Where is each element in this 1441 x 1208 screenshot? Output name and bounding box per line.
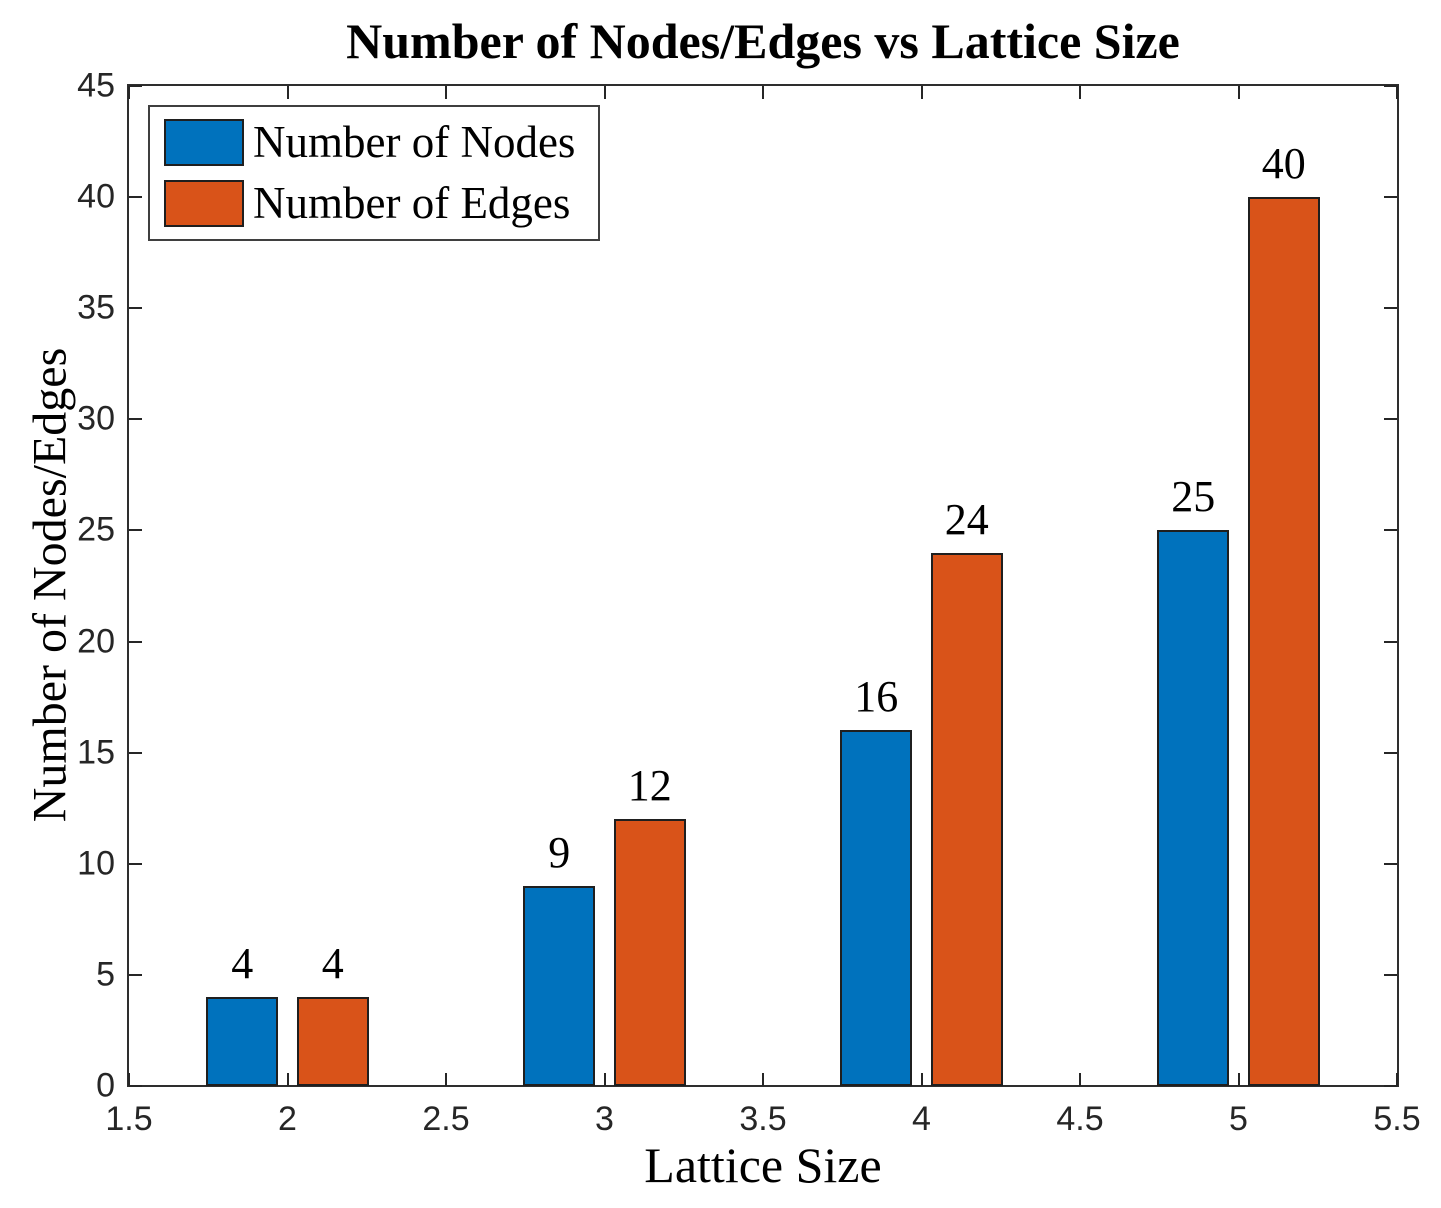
x-tick-label: 2 — [278, 1100, 297, 1138]
x-tick-mark — [603, 1073, 606, 1086]
x-tick-label: 4.5 — [1056, 1100, 1104, 1138]
x-tick-mark — [920, 1073, 923, 1086]
legend-swatch-edges — [164, 180, 244, 227]
bar-nodes-3 — [522, 886, 596, 1086]
chart-title: Number of Nodes/Edges vs Lattice Size — [346, 13, 1180, 69]
x-tick-mark-top — [762, 86, 764, 99]
legend-item-nodes: Number of Nodes — [164, 119, 584, 166]
bar-edges-4 — [930, 552, 1004, 1086]
x-tick-label: 3.5 — [739, 1100, 787, 1138]
x-tick-mark — [286, 1073, 289, 1086]
x-tick-mark-top — [445, 86, 447, 99]
x-tick-mark — [1237, 1073, 1240, 1086]
y-tick-mark-right — [1384, 418, 1397, 421]
x-tick-mark — [1079, 1073, 1081, 1086]
y-tick-label: 40 — [77, 177, 115, 216]
bar-value-label: 12 — [627, 761, 672, 811]
y-axis-label: Number of Nodes/Edges — [23, 347, 77, 823]
x-tick-label: 3 — [595, 1100, 614, 1138]
x-tick-label: 5.5 — [1373, 1100, 1421, 1138]
y-tick-mark — [129, 1085, 142, 1087]
y-tick-mark — [129, 85, 142, 87]
y-tick-mark-right — [1384, 307, 1397, 310]
x-tick-mark-top — [603, 86, 606, 99]
y-tick-mark — [129, 973, 142, 976]
x-tick-mark — [762, 1073, 764, 1086]
y-tick-label: 15 — [77, 733, 115, 772]
bar-value-label: 4 — [231, 938, 254, 988]
legend: Number of Nodes Number of Edges — [148, 105, 600, 241]
x-tick-mark-top — [1079, 86, 1081, 99]
y-tick-mark-right — [1384, 973, 1397, 976]
plot-area: Number of Nodes Number of Edges 4 4 9 12 16 2… — [128, 85, 1398, 1087]
y-tick-label: 0 — [96, 1066, 115, 1105]
y-tick-label: 10 — [77, 844, 115, 883]
bar-value-label: 16 — [854, 672, 899, 722]
y-tick-mark-right — [1384, 85, 1397, 87]
y-tick-mark — [129, 529, 142, 532]
bar-value-label: 9 — [548, 827, 571, 877]
y-tick-label: 25 — [77, 510, 115, 549]
bar-nodes-2 — [205, 997, 279, 1086]
bar-value-label: 24 — [944, 494, 989, 544]
y-tick-mark — [129, 751, 142, 754]
y-tick-mark-right — [1384, 862, 1397, 865]
x-axis-label: Lattice Size — [644, 1137, 882, 1193]
legend-swatch-nodes — [164, 119, 244, 166]
x-tick-label: 1.5 — [105, 1100, 153, 1138]
bar-edges-3 — [613, 819, 687, 1086]
x-tick-label: 4 — [912, 1100, 931, 1138]
y-tick-label: 20 — [77, 622, 115, 661]
x-tick-mark — [445, 1073, 447, 1086]
bar-value-label: 40 — [1261, 138, 1306, 188]
y-tick-mark — [129, 862, 142, 865]
x-tick-mark-top — [286, 86, 289, 99]
y-tick-label: 5 — [96, 955, 115, 994]
y-tick-mark — [129, 196, 142, 199]
y-tick-mark — [129, 307, 142, 310]
y-tick-label: 35 — [77, 288, 115, 327]
x-tick-mark — [128, 1073, 130, 1086]
x-tick-label: 2.5 — [422, 1100, 470, 1138]
bar-edges-2 — [296, 997, 370, 1086]
legend-item-edges: Number of Edges — [164, 180, 584, 227]
bar-value-label: 25 — [1171, 472, 1216, 522]
y-tick-mark-right — [1384, 529, 1397, 532]
y-tick-mark — [129, 418, 142, 421]
x-tick-mark-top — [920, 86, 923, 99]
x-tick-mark — [1396, 1073, 1398, 1086]
y-tick-label: 45 — [77, 66, 115, 105]
legend-label-nodes: Number of Nodes — [253, 117, 576, 167]
y-tick-mark-right — [1384, 751, 1397, 754]
x-tick-mark-top — [1396, 86, 1398, 99]
y-tick-mark-right — [1384, 1085, 1397, 1087]
y-tick-mark — [129, 640, 142, 643]
x-tick-mark-top — [128, 86, 130, 99]
y-tick-mark-right — [1384, 196, 1397, 199]
bar-nodes-4 — [839, 730, 913, 1086]
x-tick-mark-top — [1237, 86, 1240, 99]
y-tick-mark-right — [1384, 640, 1397, 643]
bar-edges-5 — [1247, 197, 1321, 1086]
bar-nodes-5 — [1156, 530, 1230, 1086]
y-tick-label: 30 — [77, 399, 115, 438]
legend-label-edges: Number of Edges — [253, 178, 571, 228]
bar-value-label: 4 — [321, 938, 344, 988]
x-tick-label: 5 — [1229, 1100, 1248, 1138]
